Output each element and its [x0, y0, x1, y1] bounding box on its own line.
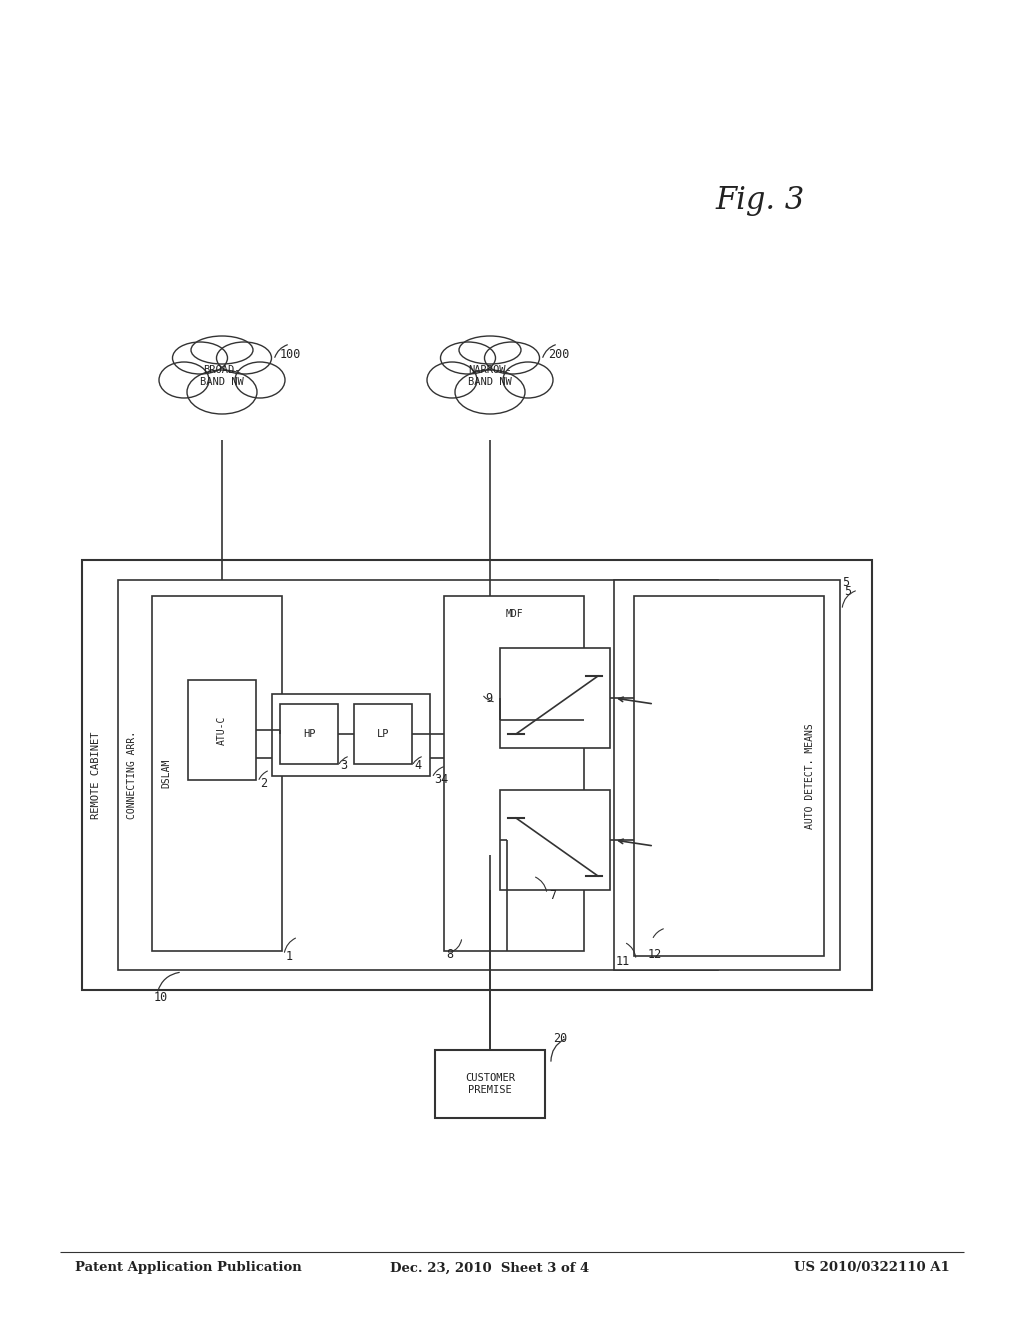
- Ellipse shape: [234, 362, 285, 399]
- Text: ATU-C: ATU-C: [217, 715, 227, 744]
- Text: US 2010/0322110 A1: US 2010/0322110 A1: [795, 1262, 950, 1275]
- Text: LP: LP: [377, 729, 389, 739]
- Bar: [634, 597, 824, 956]
- Bar: [188, 680, 256, 780]
- Ellipse shape: [172, 342, 227, 374]
- Text: 1: 1: [286, 950, 293, 964]
- Text: 200: 200: [548, 348, 569, 360]
- Text: 5: 5: [842, 576, 849, 589]
- Ellipse shape: [455, 370, 525, 414]
- Bar: [272, 694, 430, 776]
- Text: REMOTE CABINET: REMOTE CABINET: [91, 731, 101, 818]
- Ellipse shape: [159, 362, 209, 399]
- Text: 20: 20: [553, 1032, 567, 1045]
- Ellipse shape: [459, 337, 521, 364]
- Ellipse shape: [216, 342, 271, 374]
- Text: Patent Application Publication: Patent Application Publication: [75, 1262, 302, 1275]
- Bar: [444, 597, 584, 950]
- Bar: [280, 704, 338, 764]
- Bar: [500, 648, 610, 748]
- Text: Fig. 3: Fig. 3: [716, 185, 805, 215]
- Ellipse shape: [484, 342, 540, 374]
- Ellipse shape: [503, 362, 553, 399]
- Text: 4: 4: [414, 759, 421, 772]
- Text: 100: 100: [280, 348, 301, 360]
- Text: 3: 3: [340, 759, 347, 772]
- Text: 2: 2: [260, 777, 267, 789]
- Text: 11: 11: [615, 954, 630, 968]
- Text: 34: 34: [434, 774, 449, 785]
- Text: AUTO DETECT. MEANS: AUTO DETECT. MEANS: [805, 723, 815, 829]
- Ellipse shape: [187, 370, 257, 414]
- Text: CUSTOMER
PREMISE: CUSTOMER PREMISE: [465, 1073, 515, 1094]
- Text: BROAD-
BAND NW: BROAD- BAND NW: [200, 366, 244, 387]
- Text: CONNECTING ARR.: CONNECTING ARR.: [127, 731, 137, 820]
- Text: HP: HP: [303, 729, 315, 739]
- Ellipse shape: [191, 337, 253, 364]
- Text: DSLAM: DSLAM: [161, 759, 171, 788]
- Ellipse shape: [440, 342, 496, 374]
- Bar: [500, 789, 610, 890]
- Text: MDF: MDF: [505, 609, 523, 619]
- Bar: [82, 560, 872, 990]
- Text: NARROW-
BAND NW: NARROW- BAND NW: [468, 366, 512, 387]
- Text: 7: 7: [550, 888, 557, 902]
- Text: 10: 10: [154, 991, 168, 1005]
- Bar: [614, 579, 840, 970]
- Bar: [435, 1049, 545, 1118]
- Bar: [354, 704, 412, 764]
- Text: 12: 12: [648, 948, 663, 961]
- Text: 5: 5: [844, 585, 851, 598]
- Bar: [152, 597, 282, 950]
- Ellipse shape: [427, 362, 477, 399]
- Text: 9: 9: [485, 692, 492, 705]
- Text: Dec. 23, 2010  Sheet 3 of 4: Dec. 23, 2010 Sheet 3 of 4: [390, 1262, 590, 1275]
- Bar: [118, 579, 718, 970]
- Text: 8: 8: [446, 948, 454, 961]
